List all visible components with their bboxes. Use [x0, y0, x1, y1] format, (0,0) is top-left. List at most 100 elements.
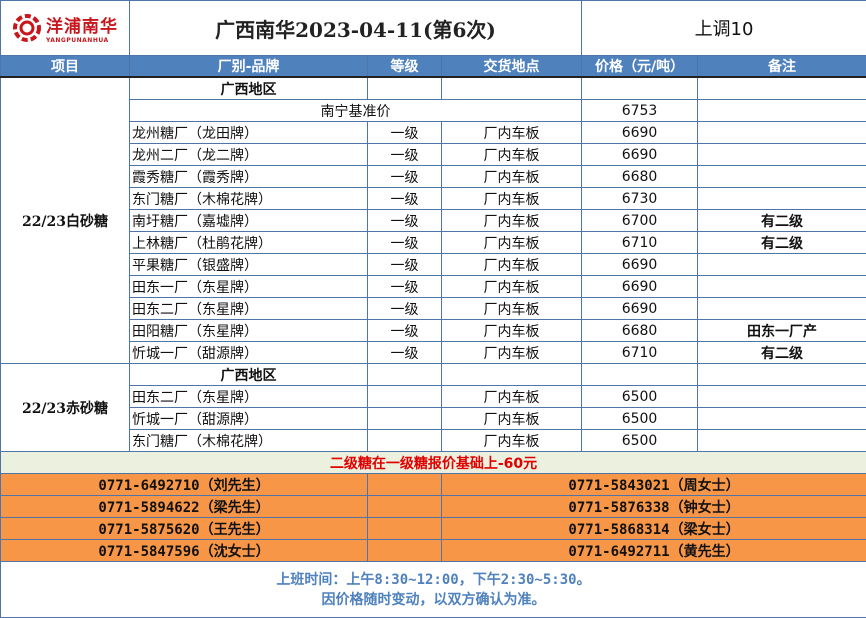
brand-cell: 上林糖厂（杜鹃花牌）	[130, 232, 368, 254]
col-header-remark: 备注	[698, 56, 866, 78]
remark-cell	[698, 166, 866, 188]
empty-cell	[582, 77, 698, 100]
grade-cell: 一级	[368, 188, 442, 210]
delivery-cell: 厂内车板	[442, 188, 582, 210]
delivery-cell: 厂内车板	[442, 276, 582, 298]
remark-cell: 有二级	[698, 232, 866, 254]
empty-cell	[698, 77, 866, 100]
contact-left: 0771-5875620（王先生）	[1, 518, 368, 540]
delivery-cell: 厂内车板	[442, 254, 582, 276]
remark-cell: 田东一厂产	[698, 320, 866, 342]
delivery-cell: 厂内车板	[442, 210, 582, 232]
region-row: 22/23赤砂糖广西地区	[1, 364, 866, 386]
region-row: 22/23白砂糖广西地区	[1, 77, 866, 100]
price-cell: 6710	[582, 232, 698, 254]
brand-cell: 平果糖厂（银盛牌）	[130, 254, 368, 276]
empty-cell	[368, 540, 442, 562]
delivery-cell: 厂内车板	[442, 408, 582, 430]
remark-cell	[698, 430, 866, 452]
col-header-grade: 等级	[368, 56, 442, 78]
brand-cell: 田东二厂（东星牌）	[130, 298, 368, 320]
empty-cell	[442, 364, 582, 386]
price-cell: 6690	[582, 144, 698, 166]
contact-row: 0771-5847596（沈女士）0771-6492711（黄先生）	[1, 540, 866, 562]
price-cell: 6710	[582, 342, 698, 364]
delivery-cell: 厂内车板	[442, 166, 582, 188]
contact-left: 0771-5847596（沈女士）	[1, 540, 368, 562]
delivery-cell: 厂内车板	[442, 122, 582, 144]
price-cell: 6690	[582, 298, 698, 320]
brand-cell: 田东二厂（东星牌）	[130, 386, 368, 408]
remark-cell: 有二级	[698, 342, 866, 364]
remark-cell	[698, 408, 866, 430]
grade-cell: 一级	[368, 320, 442, 342]
grade-cell: 一级	[368, 144, 442, 166]
remark-cell	[698, 254, 866, 276]
price-cell: 6730	[582, 188, 698, 210]
grade-cell: 一级	[368, 232, 442, 254]
brand-cell: 龙州二厂（龙二牌）	[130, 144, 368, 166]
remark-cell	[698, 386, 866, 408]
empty-cell	[698, 364, 866, 386]
grade-cell	[368, 430, 442, 452]
col-header-brand: 厂别-品牌	[130, 56, 368, 78]
disclaimer: 因价格随时变动，以双方确认为准。	[1, 590, 866, 610]
delivery-cell: 厂内车板	[442, 232, 582, 254]
category-label: 22/23白砂糖	[1, 77, 130, 364]
empty-cell	[442, 77, 582, 100]
brand-cell: 南圩糖厂（嘉墟牌）	[130, 210, 368, 232]
office-hours: 上班时间：上午8:30~12:00，下午2:30~5:30。	[1, 570, 866, 590]
brand-cell: 田阳糖厂（东星牌）	[130, 320, 368, 342]
brand-cell: 东门糖厂（木棉花牌）	[130, 430, 368, 452]
grade-cell: 一级	[368, 122, 442, 144]
price-cell: 6500	[582, 430, 698, 452]
remark-cell	[698, 276, 866, 298]
footer-row: 上班时间：上午8:30~12:00，下午2:30~5:30。因价格随时变动，以双…	[1, 562, 866, 618]
grade-cell: 一级	[368, 276, 442, 298]
brand-cell: 霞秀糖厂（霞秀牌）	[130, 166, 368, 188]
delivery-cell: 厂内车板	[442, 430, 582, 452]
price-cell: 6690	[582, 254, 698, 276]
price-cell: 6500	[582, 408, 698, 430]
remark-cell: 有二级	[698, 210, 866, 232]
benchmark-price: 6753	[582, 100, 698, 122]
price-cell: 6500	[582, 386, 698, 408]
price-cell: 6690	[582, 122, 698, 144]
empty-cell	[698, 100, 866, 122]
empty-cell	[368, 518, 442, 540]
contact-left: 0771-5894622（梁先生）	[1, 496, 368, 518]
brand-cell: 忻城一厂（甜源牌）	[130, 342, 368, 364]
col-header-price: 价格（元/吨）	[582, 56, 698, 78]
benchmark-label: 南宁基准价	[130, 100, 582, 122]
logo-emblem-icon	[12, 13, 42, 43]
col-header-delivery: 交货地点	[442, 56, 582, 78]
col-header-item: 项目	[1, 56, 130, 78]
price-cell: 6690	[582, 276, 698, 298]
category-label: 22/23赤砂糖	[1, 364, 130, 452]
page-title: 广西南华2023-04-11(第6次)	[130, 1, 582, 56]
remark-cell	[698, 298, 866, 320]
brand-cell: 田东一厂（东星牌）	[130, 276, 368, 298]
contact-row: 0771-6492710（刘先生）0771-5843021（周女士）	[1, 474, 866, 496]
grade-cell	[368, 408, 442, 430]
empty-cell	[368, 77, 442, 100]
logo-text: 洋浦南华	[46, 12, 118, 37]
delivery-cell: 厂内车板	[442, 298, 582, 320]
empty-cell	[582, 364, 698, 386]
brand-cell: 东门糖厂（木棉花牌）	[130, 188, 368, 210]
footer-cell: 上班时间：上午8:30~12:00，下午2:30~5:30。因价格随时变动，以双…	[1, 562, 866, 618]
logo-subtext: YANGPUNANHUA	[46, 37, 109, 44]
region-label: 广西地区	[130, 364, 368, 386]
